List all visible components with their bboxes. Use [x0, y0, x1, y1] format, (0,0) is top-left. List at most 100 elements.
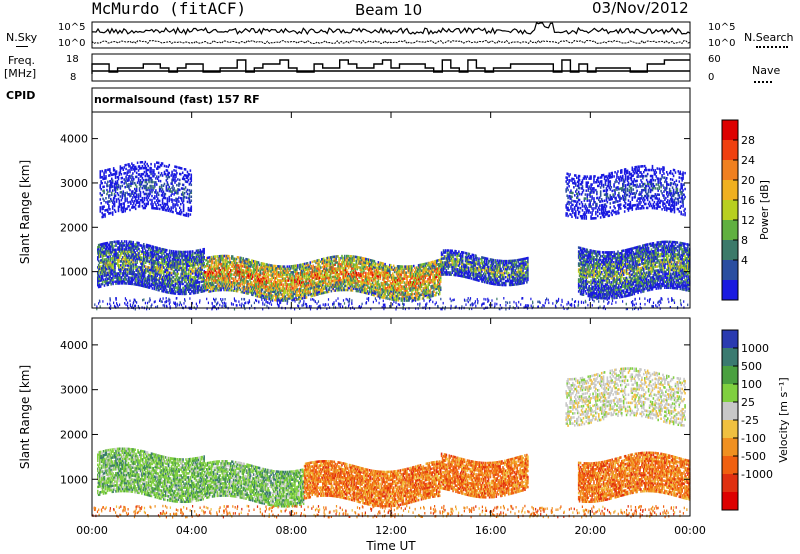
- echo-cell: [102, 268, 105, 272]
- echo-cell: [97, 279, 100, 283]
- echo-cell: [162, 278, 164, 281]
- echo-cell: [193, 285, 196, 289]
- echo-cell: [176, 264, 179, 267]
- echo-cell: [236, 262, 239, 265]
- echo-cell: [178, 280, 180, 284]
- echo-cell: [140, 262, 142, 265]
- echo-cell: [173, 258, 176, 261]
- echo-cell: [189, 266, 191, 269]
- echo-cell: [115, 282, 117, 285]
- echo-cell: [137, 243, 139, 247]
- echo-cell: [115, 280, 117, 283]
- echo-cell: [175, 250, 178, 253]
- echo-cell: [143, 259, 145, 262]
- echo-cell: [183, 278, 185, 282]
- echo-cell: [205, 285, 207, 288]
- echo-cell: [177, 278, 180, 282]
- echo-cell: [160, 273, 162, 277]
- echo-cell: [148, 268, 151, 271]
- echo-cell: [197, 265, 200, 268]
- echo-cell: [108, 245, 111, 248]
- echo-cell: [204, 271, 206, 274]
- echo-cell: [147, 286, 150, 289]
- echo-cell: [108, 277, 111, 280]
- echo-cell: [158, 289, 160, 292]
- echo-cell: [195, 275, 198, 278]
- echo-cell: [176, 266, 179, 269]
- echo-cell: [115, 244, 117, 247]
- echo-cell: [128, 260, 131, 263]
- echo-cell: [130, 244, 133, 248]
- echo-cell: [164, 262, 166, 265]
- echo-cell: [189, 282, 192, 285]
- echo-cell: [112, 248, 114, 252]
- echo-cell: [127, 264, 130, 267]
- echo-cell: [170, 291, 173, 295]
- echo-cell: [138, 269, 140, 273]
- echo-cell: [173, 266, 176, 269]
- echo-cell: [173, 254, 176, 257]
- echo-cell: [184, 262, 186, 266]
- echo-cell: [175, 262, 178, 265]
- echo-cell: [170, 289, 173, 293]
- echo-cell: [185, 254, 187, 258]
- echo-cell: [101, 254, 104, 258]
- echo-cell: [164, 254, 166, 257]
- echo-cell: [111, 280, 113, 284]
- echo-cell: [130, 282, 133, 286]
- echo-cell: [120, 276, 122, 279]
- echo-cell: [187, 258, 189, 262]
- echo-cell: [109, 257, 111, 260]
- echo-cell: [131, 276, 134, 280]
- echo-cell: [105, 252, 108, 255]
- echo-cell: [130, 270, 133, 274]
- station-title: McMurdo (fitACF): [92, 0, 247, 18]
- echo-cell: [114, 266, 116, 269]
- echo-cell: [99, 277, 102, 280]
- echo-cell: [212, 255, 215, 259]
- echo-cell: [191, 256, 194, 259]
- echo-cell: [174, 272, 177, 275]
- echo-cell: [124, 262, 127, 265]
- echo-cell: [152, 247, 155, 251]
- echo-cell: [116, 258, 118, 261]
- echo-cell: [134, 267, 136, 270]
- echo-cell: [110, 273, 112, 276]
- echo-cell: [186, 258, 188, 262]
- echo-cell: [192, 280, 195, 283]
- echo-cell: [111, 241, 113, 244]
- echo-cell: [194, 287, 197, 291]
- echo-cell: [176, 282, 179, 285]
- echo-cell: [100, 247, 103, 250]
- echo-cell: [127, 266, 130, 269]
- echo-cell: [141, 244, 143, 247]
- echo-cell: [133, 245, 135, 248]
- echo-cell: [150, 257, 153, 260]
- echo-cell: [124, 272, 127, 275]
- echo-cell: [195, 255, 198, 258]
- echo-cell: [189, 288, 191, 291]
- echo-cell: [210, 277, 213, 281]
- echo-cell: [156, 246, 158, 250]
- echo-cell: [211, 289, 214, 293]
- echo-cell: [132, 262, 134, 266]
- echo-cell: [213, 287, 216, 290]
- echo-cell: [121, 274, 124, 277]
- echo-cell: [117, 240, 119, 243]
- echo-cell: [170, 277, 173, 281]
- echo-cell: [106, 261, 109, 265]
- echo-cell: [194, 291, 197, 295]
- echo-cell: [188, 258, 190, 261]
- echo-cell: [170, 287, 173, 291]
- echo-cell: [112, 260, 114, 264]
- echo-cell: [237, 264, 240, 267]
- echo-cell: [156, 264, 158, 268]
- echo-cell: [188, 270, 190, 273]
- echo-cell: [141, 278, 143, 281]
- echo-cell: [148, 280, 151, 283]
- echo-cell: [103, 252, 106, 255]
- echo-cell: [185, 280, 187, 284]
- echo-cell: [436, 291, 438, 294]
- nsky-underline: [16, 46, 28, 47]
- echo-cell: [206, 262, 208, 266]
